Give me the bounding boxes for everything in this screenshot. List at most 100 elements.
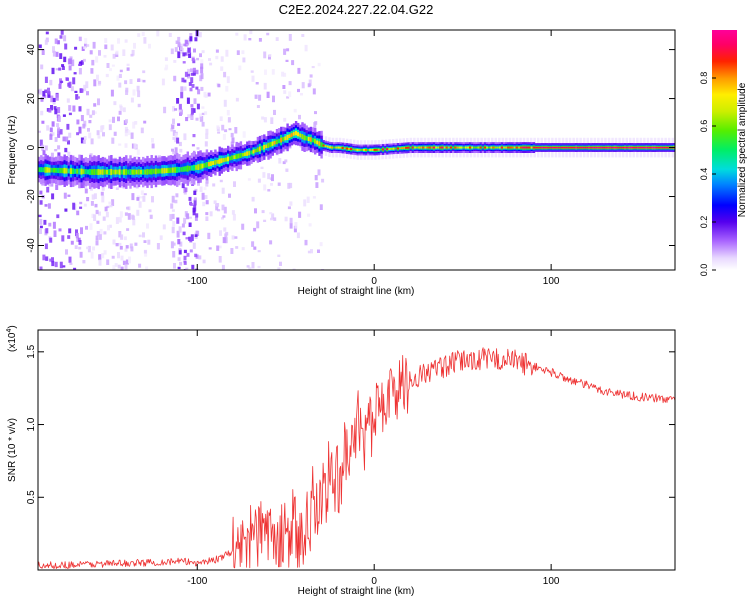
noise-speckle: [55, 93, 59, 101]
noise-speckle: [85, 81, 89, 89]
noise-speckle: [269, 240, 273, 245]
noise-speckle: [224, 129, 228, 133]
noise-speckle: [205, 181, 209, 187]
noise-speckle: [115, 243, 119, 247]
noise-speckle: [126, 228, 130, 231]
noise-speckle: [246, 265, 250, 268]
noise-speckle: [66, 98, 70, 103]
ridge-cell: [624, 146, 627, 149]
noise-speckle: [183, 260, 187, 263]
noise-speckle: [271, 174, 274, 182]
ridge-cell: [235, 153, 238, 160]
noise-speckle: [179, 261, 183, 266]
ridge-cell: [186, 165, 189, 172]
noise-speckle: [51, 67, 55, 75]
noise-speckle: [170, 127, 174, 132]
noise-speckle: [225, 49, 229, 57]
ridge-cell: [439, 146, 442, 149]
ridge-cell: [103, 169, 107, 175]
ridge-cell: [131, 169, 134, 175]
noise-speckle: [68, 256, 72, 263]
noise-speckle: [220, 66, 224, 71]
noise-speckle: [198, 255, 202, 260]
noise-speckle: [227, 117, 231, 123]
ridge-cell: [125, 169, 128, 176]
ridge-cell: [539, 146, 542, 149]
ridge-cell: [449, 146, 453, 149]
ridge-cell: [80, 168, 83, 175]
ridge-cell: [169, 167, 172, 173]
noise-speckle: [171, 209, 175, 212]
ridge-cell: [460, 146, 463, 149]
noise-speckle: [115, 217, 119, 224]
ridge-cell: [176, 166, 179, 173]
ridge-cell: [594, 146, 597, 149]
noise-speckle: [95, 56, 99, 63]
ridge-cell: [303, 135, 306, 141]
noise-speckle: [217, 209, 221, 212]
noise-speckle: [287, 206, 291, 210]
noise-speckle: [321, 178, 325, 183]
noise-speckle: [175, 193, 179, 198]
noise-speckle: [196, 230, 200, 236]
noise-speckle: [134, 121, 138, 125]
ridge-cell: [428, 146, 432, 149]
noise-speckle: [63, 35, 67, 42]
noise-speckle: [98, 234, 102, 240]
noise-speckle: [119, 106, 123, 111]
noise-speckle: [143, 37, 147, 44]
snr-x-axis-label: Height of straight line (km): [298, 586, 415, 597]
noise-speckle: [122, 107, 126, 113]
ridge-cell: [638, 146, 642, 149]
noise-speckle: [257, 178, 261, 183]
ridge-cell: [477, 146, 480, 149]
noise-speckle: [128, 256, 131, 264]
ridge-cell: [260, 145, 264, 151]
ridge-cell: [653, 146, 657, 149]
noise-speckle: [218, 256, 222, 263]
ridge-cell: [171, 167, 175, 173]
noise-speckle: [130, 97, 134, 103]
noise-speckle: [216, 125, 220, 129]
noise-speckle: [47, 203, 51, 209]
noise-speckle: [62, 136, 66, 142]
noise-speckle: [93, 214, 97, 221]
noise-speckle: [101, 184, 105, 191]
noise-speckle: [178, 249, 182, 255]
noise-speckle: [49, 134, 53, 140]
noise-speckle: [142, 232, 145, 238]
ridge-cell: [422, 146, 425, 149]
noise-speckle: [117, 252, 120, 259]
ridge-cell: [617, 146, 621, 149]
noise-speckle: [137, 103, 141, 108]
ridge-cell: [152, 169, 156, 174]
noise-speckle: [306, 196, 310, 203]
noise-speckle: [88, 132, 92, 139]
noise-speckle: [263, 82, 267, 90]
ridge-cell: [188, 166, 192, 171]
noise-speckle: [60, 80, 64, 83]
ridge-cell: [271, 141, 274, 146]
noise-speckle: [130, 246, 134, 252]
colorbar-tick-label: 0.4: [699, 168, 709, 181]
noise-speckle: [57, 107, 61, 114]
noise-speckle: [194, 217, 198, 221]
ridge-cell: [222, 158, 226, 163]
ridge-cell: [159, 168, 162, 174]
noise-speckle: [136, 156, 140, 159]
noise-speckle: [172, 221, 176, 227]
ridge-cell: [110, 169, 113, 176]
noise-speckle: [44, 76, 48, 83]
noise-speckle: [273, 217, 277, 221]
noise-speckle: [104, 44, 108, 50]
noise-speckle: [126, 206, 129, 210]
noise-speckle: [108, 119, 112, 123]
noise-speckle: [62, 265, 66, 268]
noise-speckle: [172, 136, 176, 140]
ridge-cell: [407, 146, 410, 149]
noise-speckle: [82, 58, 86, 62]
noise-speckle: [223, 227, 227, 232]
noise-speckle: [137, 78, 141, 82]
ridge-cell: [55, 167, 58, 173]
ridge-cell: [575, 146, 578, 149]
